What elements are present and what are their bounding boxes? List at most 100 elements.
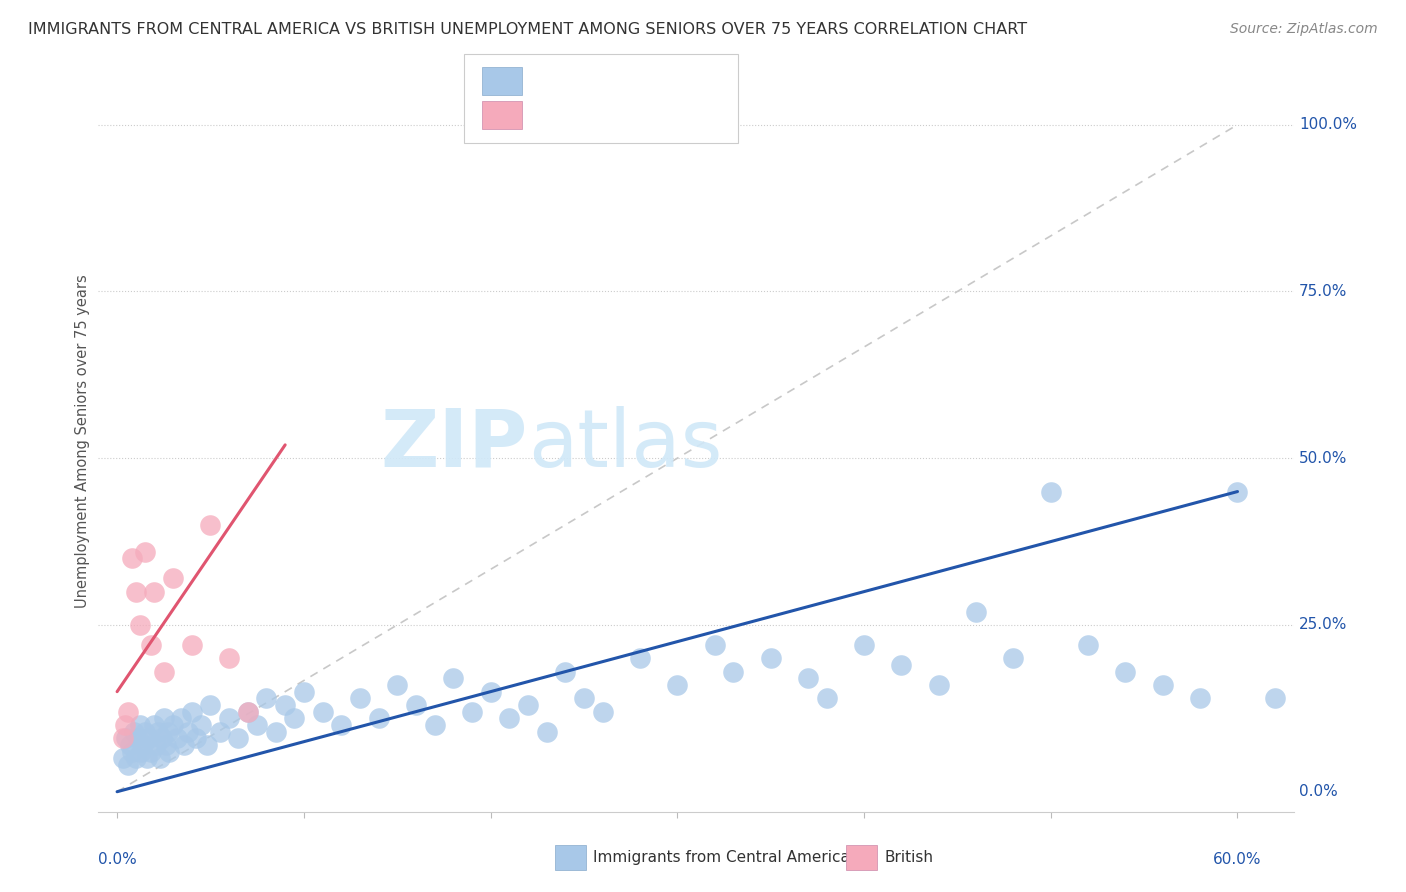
Point: [441, 671, 464, 685]
Point: [236, 705, 259, 719]
Point: [173, 738, 195, 752]
Point: [536, 724, 558, 739]
Text: ZIP: ZIP: [381, 406, 527, 483]
Point: [150, 731, 173, 746]
Point: [128, 618, 150, 632]
Text: 25.0%: 25.0%: [1299, 617, 1347, 632]
Point: [1077, 638, 1099, 652]
Point: [125, 751, 148, 765]
Point: [111, 751, 134, 765]
Point: [152, 665, 174, 679]
Point: [759, 651, 782, 665]
Text: 0.189: 0.189: [572, 105, 624, 123]
Point: [127, 731, 149, 746]
Point: [797, 671, 820, 685]
Text: 60.0%: 60.0%: [1213, 852, 1261, 867]
Point: [218, 711, 240, 725]
Point: [461, 705, 484, 719]
Point: [853, 638, 876, 652]
Point: [139, 638, 162, 652]
Point: [572, 691, 595, 706]
Point: [143, 584, 166, 599]
Point: [385, 678, 409, 692]
Point: [423, 718, 446, 732]
Point: [264, 724, 287, 739]
Text: 0.0%: 0.0%: [98, 852, 136, 867]
Point: [1152, 678, 1174, 692]
Point: [162, 571, 184, 585]
Point: [274, 698, 297, 712]
Point: [138, 731, 160, 746]
Point: [114, 718, 136, 732]
Point: [120, 738, 142, 752]
Point: [283, 711, 305, 725]
Point: [516, 698, 538, 712]
Point: [246, 718, 269, 732]
Text: 75.0%: 75.0%: [1299, 284, 1347, 299]
Point: [180, 705, 202, 719]
Y-axis label: Unemployment Among Seniors over 75 years: Unemployment Among Seniors over 75 years: [75, 275, 90, 608]
Point: [200, 517, 222, 532]
Point: [155, 738, 177, 752]
Point: [1264, 691, 1286, 706]
Text: Source: ZipAtlas.com: Source: ZipAtlas.com: [1230, 22, 1378, 37]
Point: [628, 651, 651, 665]
Point: [166, 731, 188, 746]
Point: [134, 724, 156, 739]
Point: [111, 731, 134, 746]
Point: [256, 691, 278, 706]
Point: [815, 691, 838, 706]
Point: [121, 745, 143, 759]
Point: [180, 638, 202, 652]
Point: [152, 711, 174, 725]
Point: [236, 705, 259, 719]
Text: 15: 15: [678, 105, 700, 123]
Text: IMMIGRANTS FROM CENTRAL AMERICA VS BRITISH UNEMPLOYMENT AMONG SENIORS OVER 75 YE: IMMIGRANTS FROM CENTRAL AMERICA VS BRITI…: [28, 22, 1028, 37]
Text: R =: R =: [530, 105, 571, 123]
Point: [134, 544, 156, 558]
Point: [115, 731, 138, 746]
Point: [1039, 484, 1062, 499]
Text: British: British: [884, 850, 934, 864]
Point: [177, 724, 200, 739]
Point: [666, 678, 689, 692]
Point: [405, 698, 427, 712]
Text: 100.0%: 100.0%: [1299, 117, 1357, 132]
Point: [117, 705, 139, 719]
Point: [349, 691, 371, 706]
Point: [149, 751, 172, 765]
Point: [157, 745, 180, 759]
Point: [148, 724, 170, 739]
Point: [162, 718, 184, 732]
Text: R =: R =: [530, 71, 567, 89]
Point: [184, 731, 207, 746]
Point: [208, 724, 231, 739]
Point: [117, 758, 139, 772]
Point: [928, 678, 950, 692]
Point: [890, 657, 912, 672]
Text: N =: N =: [636, 105, 672, 123]
Point: [145, 738, 167, 752]
Point: [1226, 484, 1249, 499]
Point: [156, 724, 179, 739]
Point: [121, 551, 143, 566]
Point: [311, 705, 333, 719]
Point: [965, 605, 987, 619]
Point: [592, 705, 614, 719]
Point: [479, 684, 502, 698]
Text: 0.0%: 0.0%: [1299, 784, 1339, 799]
Point: [1002, 651, 1025, 665]
Point: [330, 718, 353, 732]
Point: [723, 665, 745, 679]
Point: [228, 731, 250, 746]
Point: [292, 684, 315, 698]
Text: 50.0%: 50.0%: [1299, 450, 1347, 466]
Point: [122, 724, 145, 739]
Text: Immigrants from Central America: Immigrants from Central America: [593, 850, 851, 864]
Point: [367, 711, 389, 725]
Text: atlas: atlas: [527, 406, 723, 483]
Text: 79: 79: [678, 71, 702, 89]
Point: [1114, 665, 1136, 679]
Point: [218, 651, 240, 665]
Point: [139, 745, 162, 759]
